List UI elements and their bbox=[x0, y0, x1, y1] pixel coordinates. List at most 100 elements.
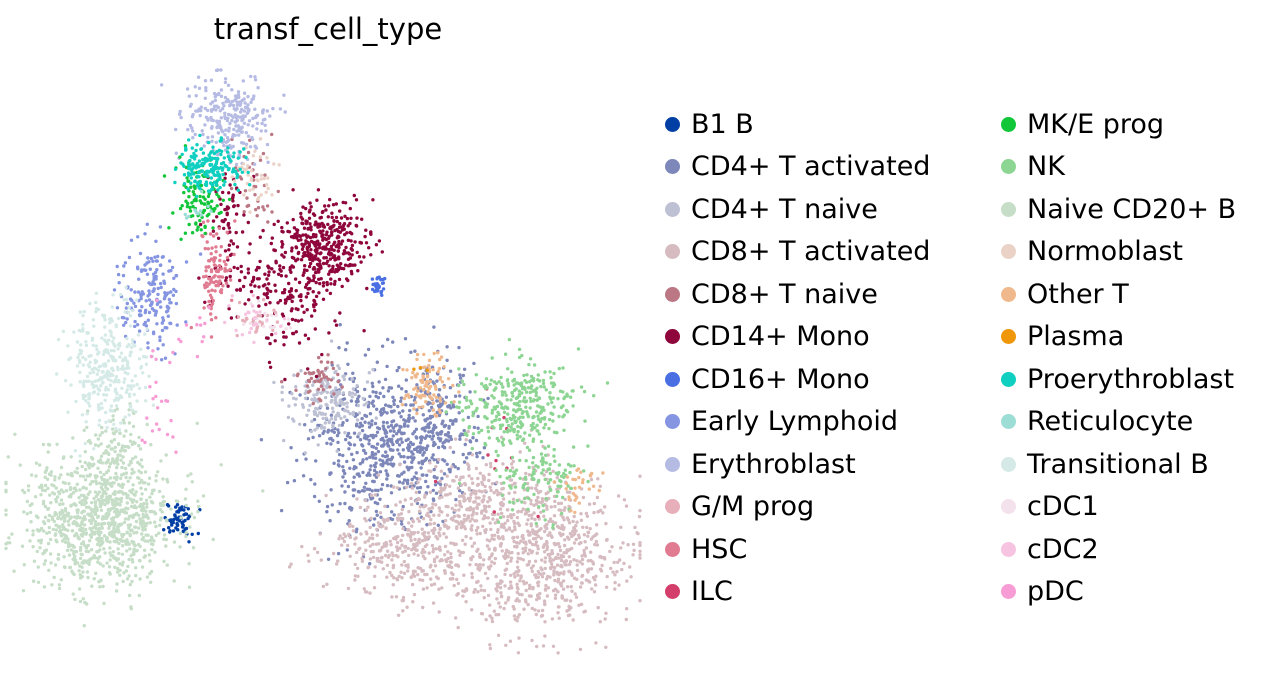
data-point bbox=[348, 466, 352, 470]
data-point bbox=[343, 501, 347, 506]
data-point bbox=[613, 580, 617, 585]
data-point bbox=[480, 490, 484, 494]
data-point bbox=[544, 388, 548, 392]
data-point bbox=[332, 461, 336, 465]
data-point bbox=[390, 517, 395, 522]
data-point bbox=[394, 595, 399, 599]
data-point bbox=[230, 118, 234, 123]
data-point bbox=[174, 274, 178, 278]
data-point bbox=[321, 416, 325, 421]
data-point bbox=[430, 437, 434, 441]
data-point bbox=[88, 472, 93, 477]
data-point bbox=[79, 545, 83, 550]
data-point bbox=[182, 508, 186, 512]
data-point bbox=[506, 423, 511, 428]
data-point bbox=[520, 424, 524, 428]
data-point bbox=[531, 587, 535, 591]
data-point bbox=[350, 395, 354, 399]
data-point bbox=[515, 541, 519, 545]
data-point bbox=[444, 395, 449, 399]
data-point bbox=[312, 274, 316, 278]
data-point bbox=[363, 387, 367, 392]
data-point bbox=[508, 474, 512, 479]
data-point bbox=[368, 557, 373, 561]
data-point bbox=[346, 278, 350, 283]
data-point bbox=[180, 204, 184, 208]
data-point bbox=[256, 86, 260, 90]
data-point bbox=[369, 253, 373, 257]
data-point bbox=[466, 516, 470, 520]
data-point bbox=[488, 485, 492, 489]
data-point bbox=[203, 123, 207, 127]
data-point bbox=[274, 289, 278, 293]
data-point bbox=[537, 432, 541, 436]
data-point bbox=[427, 401, 432, 405]
data-point bbox=[631, 542, 636, 546]
data-point bbox=[219, 210, 223, 215]
data-point bbox=[158, 335, 162, 339]
data-point bbox=[310, 314, 314, 318]
data-point bbox=[276, 301, 280, 305]
data-point bbox=[517, 416, 521, 421]
data-point bbox=[490, 533, 494, 538]
data-point bbox=[214, 250, 218, 254]
data-point bbox=[398, 546, 402, 550]
data-point bbox=[315, 390, 320, 394]
data-point bbox=[39, 541, 43, 545]
data-point bbox=[432, 521, 436, 526]
data-point bbox=[544, 497, 548, 501]
data-point bbox=[502, 415, 506, 420]
data-point bbox=[344, 348, 348, 352]
data-point bbox=[417, 509, 422, 513]
data-point bbox=[469, 557, 473, 562]
data-point bbox=[337, 431, 341, 435]
data-point bbox=[467, 452, 471, 456]
data-point bbox=[343, 431, 347, 435]
data-point bbox=[591, 575, 596, 580]
data-point bbox=[403, 337, 408, 341]
data-point bbox=[184, 534, 188, 539]
data-point bbox=[283, 250, 288, 255]
data-point bbox=[297, 280, 302, 285]
data-point bbox=[534, 393, 538, 398]
series-hsc bbox=[189, 219, 237, 339]
data-point bbox=[310, 253, 314, 257]
data-point bbox=[371, 434, 375, 439]
data-point bbox=[536, 534, 541, 539]
data-point bbox=[368, 455, 372, 459]
data-point bbox=[516, 573, 520, 577]
data-point bbox=[240, 118, 244, 123]
data-point bbox=[314, 459, 318, 463]
data-point bbox=[280, 229, 284, 234]
data-point bbox=[211, 234, 216, 238]
data-point bbox=[239, 270, 244, 274]
data-point bbox=[227, 226, 231, 230]
data-point bbox=[519, 557, 523, 561]
data-point bbox=[385, 549, 390, 553]
data-point bbox=[313, 327, 317, 331]
data-point bbox=[53, 563, 58, 567]
data-point bbox=[397, 474, 401, 478]
data-point bbox=[45, 477, 50, 481]
data-point bbox=[363, 540, 367, 544]
data-point bbox=[249, 74, 253, 79]
data-point bbox=[63, 509, 68, 513]
data-point bbox=[299, 294, 303, 299]
data-point bbox=[470, 517, 474, 521]
data-point bbox=[382, 410, 386, 414]
data-point bbox=[328, 437, 332, 441]
data-point bbox=[412, 530, 417, 535]
data-point bbox=[243, 302, 247, 306]
data-point bbox=[598, 620, 602, 624]
data-point bbox=[503, 584, 507, 588]
data-point bbox=[368, 536, 372, 540]
data-point bbox=[374, 416, 378, 420]
data-point bbox=[596, 510, 600, 514]
data-point bbox=[362, 485, 366, 489]
data-point bbox=[366, 347, 371, 352]
data-point bbox=[532, 492, 536, 497]
data-point bbox=[571, 533, 576, 537]
data-point bbox=[471, 510, 476, 514]
data-point bbox=[468, 390, 472, 394]
data-point bbox=[301, 244, 305, 249]
